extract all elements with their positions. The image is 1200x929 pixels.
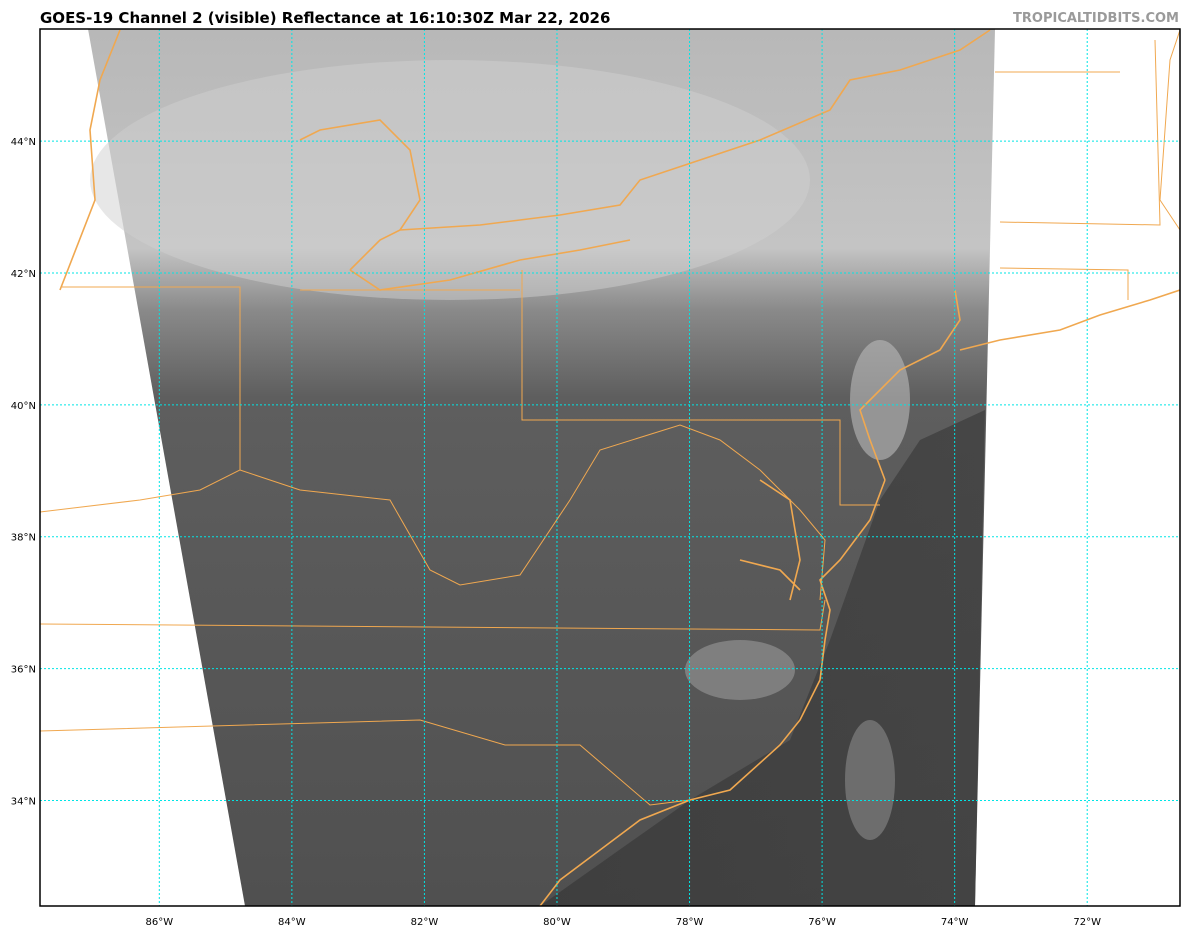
axis-labels: 86°W 84°W 82°W 80°W 78°W 76°W 74°W 72°W 44°N 42°N… xyxy=(11,137,1101,928)
latitude-label: 40°N xyxy=(11,401,36,412)
longitude-label: 80°W xyxy=(543,917,571,928)
cloud-shading xyxy=(850,340,910,460)
latitude-label: 44°N xyxy=(11,137,36,148)
watermark: TROPICALTIDBITS.COM xyxy=(1013,11,1179,26)
coastlines xyxy=(59,29,1180,906)
map-frame xyxy=(39,28,1181,907)
state-borders xyxy=(40,29,1180,806)
longitude-label: 86°W xyxy=(145,917,173,928)
latitude-label: 38°N xyxy=(11,533,36,544)
graticule xyxy=(40,29,1180,906)
map-title: GOES-19 Channel 2 (visible) Reflectance … xyxy=(40,9,611,27)
cloud-shading xyxy=(845,720,895,840)
longitude-label: 74°W xyxy=(941,917,969,928)
longitude-label: 84°W xyxy=(278,917,306,928)
cloud-shading xyxy=(90,60,810,300)
latitude-label: 36°N xyxy=(11,665,36,676)
longitude-label: 76°W xyxy=(808,917,836,928)
cloud-shading xyxy=(685,640,795,700)
latitude-label: 42°N xyxy=(11,269,36,280)
longitude-label: 72°W xyxy=(1073,917,1101,928)
latitude-label: 34°N xyxy=(11,796,36,807)
longitude-label: 82°W xyxy=(411,917,439,928)
longitude-label: 78°W xyxy=(676,917,704,928)
